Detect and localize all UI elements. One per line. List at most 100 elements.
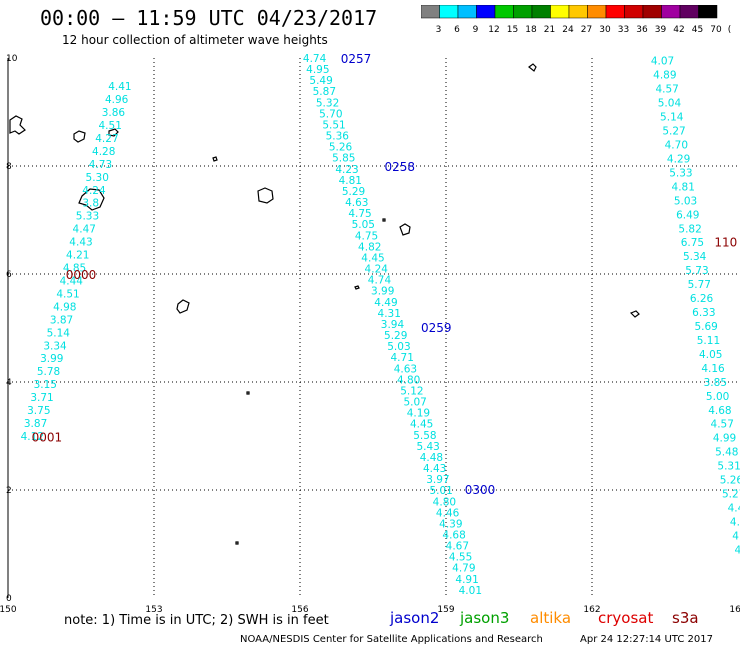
wave-height-value: 4.79	[452, 563, 475, 575]
pass-time-label: 0259	[421, 321, 452, 335]
color-scale-label: 3	[436, 25, 442, 35]
wave-height-value: 4.89	[653, 70, 676, 82]
wave-height-value: 5.26	[329, 142, 353, 154]
wave-height-value: 3.87	[24, 418, 47, 430]
wave-height-value: 5.58	[413, 430, 436, 442]
wave-height-value: 5.82	[678, 223, 701, 235]
wave-height-value: 5.31	[717, 461, 740, 473]
wave-height-value: 4.43	[423, 463, 446, 475]
wave-height-value: 4.81	[339, 175, 362, 187]
x-tick-label: 156	[291, 605, 308, 615]
wave-height-value: 3.8	[82, 198, 99, 210]
wave-height-value: 5.33	[76, 211, 99, 223]
wave-height-value: 5.73	[685, 265, 708, 277]
wave-height-value: 4.48	[420, 452, 443, 464]
wave-height-value: 5.36	[326, 131, 350, 143]
wave-height-value: 4.47	[73, 224, 96, 236]
pass-time-label: 0258	[384, 160, 415, 174]
wave-height-value: 4.05	[699, 349, 722, 361]
wave-height-value: 4.01	[459, 585, 482, 597]
wave-height-value: 4.55	[449, 552, 472, 564]
wave-height-value: 5.12	[400, 385, 423, 397]
x-tick-label: 159	[437, 605, 454, 615]
island-shape	[9, 115, 26, 135]
pass-time-label: 0300	[465, 483, 496, 497]
wave-height-value: 5.33	[669, 167, 692, 179]
wave-height-value: 3.34	[43, 340, 67, 352]
y-tick-label: 10	[6, 54, 18, 64]
island-shape	[354, 285, 360, 290]
wave-height-value: 4.74	[368, 275, 392, 287]
wave-height-value: 4.21	[66, 250, 89, 262]
wave-height-value: 4.75	[348, 208, 371, 220]
wave-height-value: 5.32	[316, 97, 339, 109]
y-tick-label: 2	[6, 486, 12, 496]
wave-height-value: 4.5	[732, 530, 740, 542]
page-subtitle: 12 hour collection of altimeter wave hei…	[62, 33, 328, 47]
wave-height-value: 5.34	[683, 251, 707, 263]
wave-height-value: 4.95	[306, 64, 329, 76]
wave-height-value: 4.46	[436, 507, 460, 519]
wave-height-value: 4.07	[651, 56, 674, 68]
wave-height-value: 5.04	[658, 98, 682, 110]
island-shape	[212, 156, 218, 162]
pass-time-label: 0000	[66, 268, 97, 282]
island-shape	[382, 218, 386, 222]
wave-height-value: 5.48	[715, 447, 738, 459]
island-outlines	[9, 63, 640, 545]
color-scale-label: (ft)	[728, 25, 731, 35]
wave-height-value: 6.33	[692, 307, 715, 319]
wave-height-value: 5.03	[674, 195, 697, 207]
island-shape	[257, 187, 274, 204]
wave-height-value: 4.81	[672, 181, 695, 193]
satellite-label-altika: altika	[530, 609, 572, 627]
y-tick-label: 8	[6, 162, 12, 172]
island-shape	[235, 541, 239, 545]
color-scale-label: 24	[562, 25, 574, 35]
wave-height-value: 4.19	[407, 408, 430, 420]
island-shape	[629, 310, 640, 318]
wave-height-value: 4.24	[365, 264, 389, 276]
wave-height-value: 3.94	[381, 319, 405, 331]
x-tick-label: 165	[729, 605, 740, 615]
pass-time-label: 0001	[32, 431, 63, 445]
wave-height-value: 4.82	[358, 241, 381, 253]
wave-height-value: 6.75	[681, 237, 704, 249]
wave-height-value: 4.68	[442, 529, 465, 541]
color-scale-label: 36	[636, 25, 648, 35]
wave-height-value: 4.63	[345, 197, 368, 209]
credit-line: NOAA/NESDIS Center for Satellite Applica…	[240, 634, 543, 645]
page-title: 00:00 – 11:59 UTC 04/23/2017	[40, 6, 378, 30]
wave-height-value: 5.87	[313, 86, 336, 98]
wave-height-value: 3.99	[40, 353, 63, 365]
wave-height-value: 5.07	[403, 397, 426, 409]
wave-height-value: 5.14	[660, 112, 684, 124]
wave-height-value: 4.98	[53, 301, 76, 313]
wave-height-value: 4.49	[374, 297, 397, 309]
wave-height-value: 5.29	[342, 186, 365, 198]
island-shape	[176, 299, 190, 314]
color-scale-label: 9	[473, 25, 479, 35]
satellite-label-jason2: jason2	[390, 609, 440, 627]
wave-height-value: 5.43	[416, 441, 439, 453]
wave-height-value: 4.63	[394, 363, 417, 375]
track-left: 4.414.963.864.514.274.284.735.304.243.85…	[21, 81, 132, 445]
wave-height-value: 4.43	[69, 237, 92, 249]
wave-height-value: 4.4	[730, 516, 740, 528]
created-timestamp: Apr 24 12:27:14 UTC 2017	[580, 634, 713, 645]
wave-height-value: 5.26	[720, 475, 740, 487]
y-tick-label: 6	[6, 270, 12, 280]
wave-height-value: 4.4	[728, 503, 740, 515]
wave-height-value: 4.45	[361, 252, 384, 264]
wave-height-value: 4.45	[410, 419, 433, 431]
island-shape	[528, 63, 537, 72]
wave-height-value: 4.23	[335, 164, 358, 176]
wave-height-value: 5.03	[387, 341, 410, 353]
island-shape	[78, 188, 105, 211]
wave-height-value: 3.71	[30, 392, 53, 404]
map-grid: 150 153 156 159 162 165 0 2 4 6 8 10	[0, 54, 740, 615]
wave-height-value: 3.85	[704, 377, 727, 389]
satellite-label-s3a: s3a	[672, 609, 699, 627]
